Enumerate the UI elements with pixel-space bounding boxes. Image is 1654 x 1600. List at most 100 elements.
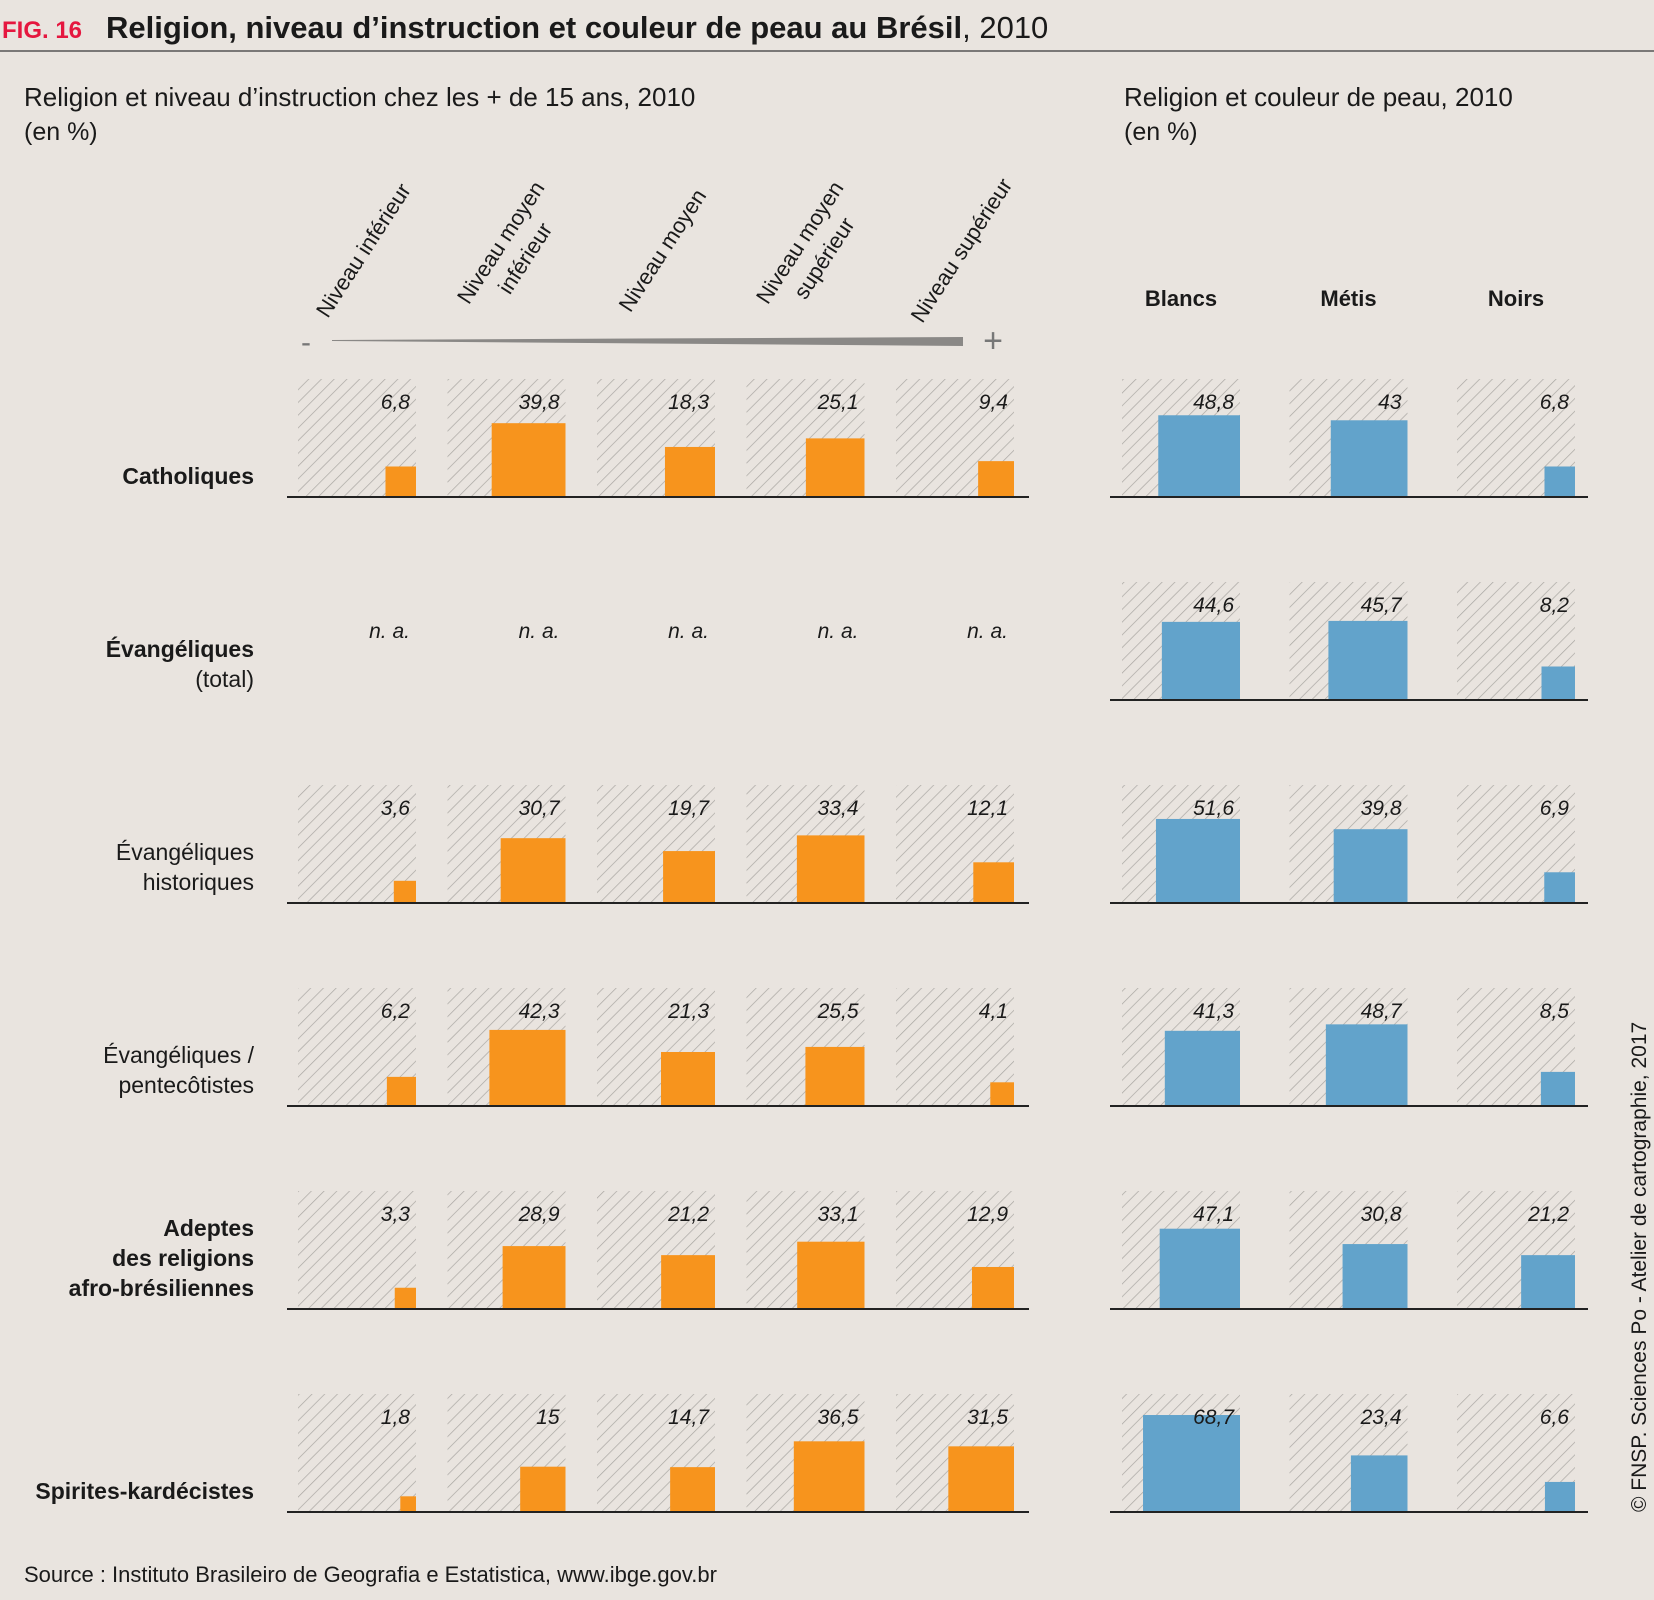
title: Religion, niveau d’instruction et couleu…: [106, 10, 1048, 45]
value-label: 36,5: [818, 1406, 859, 1429]
value-label: 44,6: [1193, 594, 1234, 617]
value-label: 6,9: [1540, 797, 1570, 820]
bar: [489, 1029, 566, 1106]
title-year: , 2010: [962, 10, 1048, 45]
bar: [973, 862, 1014, 903]
value-label: 28,9: [518, 1203, 560, 1226]
bar: [394, 1287, 416, 1309]
value-label: 30,8: [1361, 1203, 1402, 1226]
bar: [400, 1496, 416, 1512]
bar: [1325, 1024, 1408, 1106]
value-label: 47,1: [1193, 1203, 1234, 1226]
bar: [971, 1266, 1014, 1309]
column-header: Blancs: [1145, 286, 1217, 311]
bar: [793, 1441, 865, 1512]
scale-wedge: [332, 337, 963, 346]
bar: [664, 446, 715, 497]
title-main: Religion, niveau d’instruction et couleu…: [106, 10, 962, 45]
value-label: 21,2: [1527, 1203, 1569, 1226]
bar: [990, 1082, 1014, 1106]
value-label: 48,8: [1193, 391, 1234, 414]
row-label: Catholiques: [122, 463, 254, 489]
left-title: Religion et niveau d’instruction chez le…: [24, 82, 695, 112]
value-label: 18,3: [668, 391, 709, 414]
bar: [661, 1052, 715, 1106]
source: Source : Instituto Brasileiro de Geograf…: [24, 1562, 717, 1587]
bar: [393, 880, 416, 903]
bar: [1544, 1481, 1575, 1512]
value-label: 6,8: [381, 391, 411, 414]
credit: © FNSP. Sciences Po - Atelier de cartogr…: [1628, 1022, 1651, 1512]
column-header: Noirs: [1488, 286, 1544, 311]
value-label: 14,7: [668, 1406, 710, 1429]
value-label: 6,8: [1540, 391, 1570, 414]
bar: [1521, 1255, 1575, 1309]
value-label: 12,1: [967, 797, 1008, 820]
value-label: 21,2: [667, 1203, 709, 1226]
right-title: Religion et couleur de peau, 2010: [1124, 82, 1513, 112]
bar: [797, 1241, 865, 1309]
na-label: n. a.: [519, 620, 560, 643]
value-label: 8,5: [1540, 1000, 1570, 1023]
scale-high: +: [983, 322, 1003, 360]
bar: [1164, 1030, 1240, 1106]
row-label: Évangéliques: [106, 635, 254, 662]
value-label: 42,3: [519, 1000, 560, 1023]
bar: [1350, 1455, 1408, 1512]
bar: [1143, 1415, 1240, 1512]
value-label: 4,1: [979, 1000, 1008, 1023]
value-label: 12,9: [967, 1203, 1008, 1226]
bar: [491, 423, 566, 497]
value-label: 39,8: [1361, 797, 1402, 820]
na-label: n. a.: [967, 620, 1008, 643]
bar: [661, 1255, 715, 1309]
bar: [978, 461, 1014, 497]
row-label: Adeptes des religions afro-brésiliennes: [69, 1215, 254, 1301]
cell-hatch: [298, 1394, 416, 1512]
value-label: 21,3: [667, 1000, 709, 1023]
column-header: Métis: [1320, 286, 1376, 311]
bar: [805, 438, 865, 497]
value-label: 45,7: [1361, 594, 1403, 617]
bar: [1330, 420, 1408, 497]
value-label: 33,1: [818, 1203, 859, 1226]
bar: [385, 466, 416, 497]
value-label: 25,1: [817, 391, 859, 414]
bar: [520, 1466, 566, 1512]
na-label: n. a.: [369, 620, 410, 643]
value-label: 39,8: [519, 391, 560, 414]
value-label: 6,2: [381, 1000, 411, 1023]
value-label: 9,4: [979, 391, 1008, 414]
row-label: Évangéliques / pentecôtistes: [103, 1042, 254, 1098]
row-label: Spirites-kardécistes: [35, 1478, 254, 1504]
value-label: 43: [1378, 391, 1402, 414]
value-label: 41,3: [1193, 1000, 1234, 1023]
na-label: n. a.: [668, 620, 709, 643]
value-label: 6,6: [1540, 1406, 1570, 1429]
value-label: 48,7: [1361, 1000, 1403, 1023]
left-subtitle: (en %): [24, 118, 98, 146]
value-label: 25,5: [817, 1000, 859, 1023]
value-label: 8,2: [1540, 594, 1570, 617]
scale-low: -: [301, 326, 311, 359]
bar: [1158, 415, 1240, 497]
bar: [663, 851, 715, 903]
value-label: 1,8: [381, 1406, 411, 1429]
bar: [500, 838, 566, 903]
value-label: 33,4: [818, 797, 859, 820]
row-label: Évangéliques historiques: [116, 839, 254, 895]
bar: [1161, 621, 1240, 700]
na-label: n. a.: [818, 620, 859, 643]
value-label: 3,3: [381, 1203, 411, 1226]
bar: [386, 1076, 416, 1106]
value-label: 19,7: [668, 797, 710, 820]
value-label: 30,7: [519, 797, 561, 820]
bar: [805, 1046, 865, 1106]
bar: [1159, 1228, 1240, 1309]
bar: [1328, 620, 1408, 700]
bar: [948, 1446, 1014, 1512]
value-label: 15: [536, 1406, 560, 1429]
bar: [1540, 1071, 1575, 1106]
value-label: 68,7: [1193, 1406, 1235, 1429]
